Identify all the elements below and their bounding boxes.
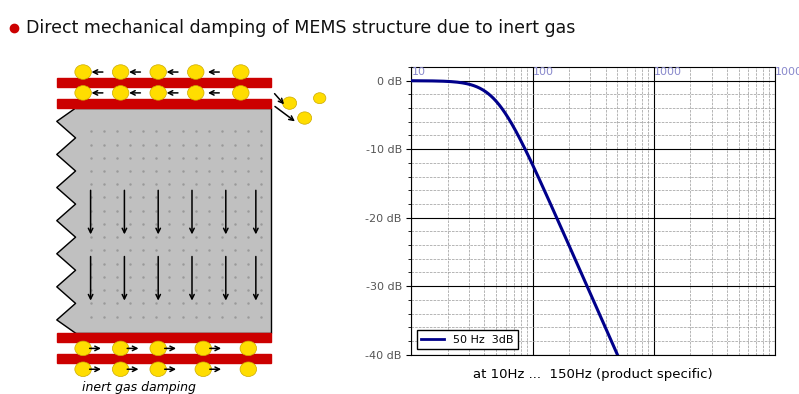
Circle shape	[150, 362, 166, 377]
Bar	[57, 354, 271, 363]
Bar	[57, 333, 271, 342]
Circle shape	[188, 85, 204, 100]
Circle shape	[233, 65, 249, 79]
Circle shape	[75, 341, 91, 356]
Polygon shape	[57, 108, 271, 333]
Circle shape	[75, 85, 91, 100]
Circle shape	[195, 362, 212, 377]
Circle shape	[298, 112, 312, 124]
Text: 100: 100	[533, 67, 554, 77]
Circle shape	[233, 85, 249, 100]
Text: 10: 10	[411, 67, 426, 77]
X-axis label: at 10Hz ...  150Hz (product specific): at 10Hz ... 150Hz (product specific)	[474, 368, 713, 381]
Text: 10000: 10000	[775, 67, 799, 77]
Circle shape	[75, 362, 91, 377]
Circle shape	[195, 341, 212, 356]
Circle shape	[150, 65, 166, 79]
Circle shape	[113, 65, 129, 79]
Circle shape	[150, 85, 166, 100]
Circle shape	[313, 93, 326, 104]
Legend: 50 Hz  3dB: 50 Hz 3dB	[417, 330, 518, 349]
Circle shape	[113, 85, 129, 100]
Text: inert gas damping: inert gas damping	[82, 381, 197, 394]
Circle shape	[150, 341, 166, 356]
Circle shape	[113, 362, 129, 377]
Circle shape	[240, 362, 256, 377]
Circle shape	[75, 65, 91, 79]
Text: Direct mechanical damping of MEMS structure due to inert gas: Direct mechanical damping of MEMS struct…	[26, 19, 576, 37]
Circle shape	[240, 341, 256, 356]
Bar	[57, 78, 271, 87]
Text: 1000: 1000	[654, 67, 682, 77]
Circle shape	[283, 97, 296, 110]
Circle shape	[113, 341, 129, 356]
Bar	[57, 99, 271, 108]
Circle shape	[188, 65, 204, 79]
